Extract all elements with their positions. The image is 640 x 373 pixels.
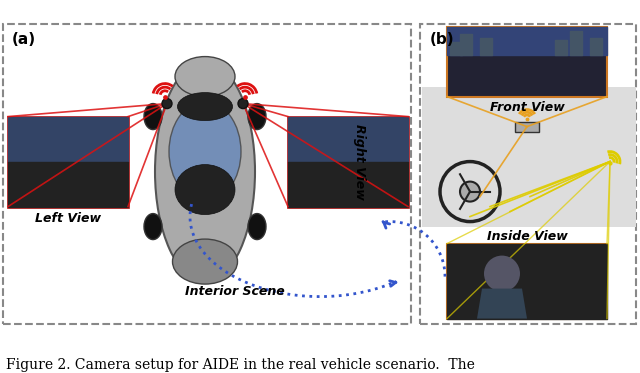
Text: (b): (b) (430, 32, 454, 47)
Ellipse shape (173, 239, 237, 284)
Ellipse shape (155, 62, 255, 282)
Bar (515, 122, 539, 132)
Ellipse shape (169, 101, 241, 201)
Ellipse shape (144, 214, 162, 239)
Ellipse shape (175, 57, 235, 97)
Text: Left View: Left View (35, 211, 101, 225)
Bar (447, 26, 607, 97)
Text: Interior Scene: Interior Scene (185, 285, 285, 298)
Bar (8, 117, 128, 207)
Text: Inside View: Inside View (486, 229, 568, 242)
Text: Right View: Right View (353, 124, 366, 200)
Text: Figure 2. Camera setup for AIDE in the real vehicle scenario.  The: Figure 2. Camera setup for AIDE in the r… (6, 358, 476, 372)
Bar (422, 87, 636, 226)
Ellipse shape (144, 104, 162, 129)
Text: (a): (a) (12, 32, 36, 47)
Ellipse shape (175, 164, 235, 214)
Ellipse shape (248, 214, 266, 239)
Ellipse shape (248, 104, 266, 129)
Bar (288, 117, 408, 207)
Circle shape (440, 162, 500, 222)
Text: Front View: Front View (490, 101, 564, 114)
Circle shape (162, 98, 172, 109)
Bar (447, 244, 607, 319)
Circle shape (460, 182, 480, 201)
FancyBboxPatch shape (3, 23, 411, 324)
FancyBboxPatch shape (420, 23, 636, 324)
Circle shape (484, 256, 520, 292)
Circle shape (238, 98, 248, 109)
Polygon shape (477, 289, 527, 319)
Ellipse shape (177, 93, 232, 120)
